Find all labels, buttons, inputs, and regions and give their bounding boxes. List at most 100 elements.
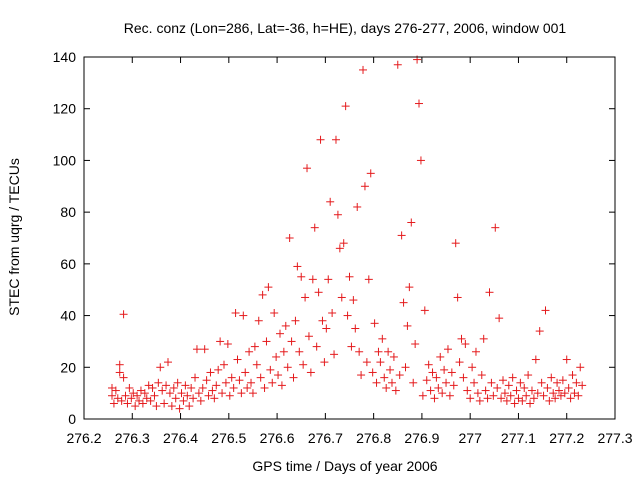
- data-point: [520, 383, 529, 392]
- data-point: [485, 288, 494, 297]
- data-point: [424, 360, 433, 369]
- data-point: [225, 391, 234, 400]
- data-point: [416, 156, 425, 165]
- x-tick-label: 276.6: [260, 430, 295, 446]
- data-point: [395, 371, 404, 380]
- axis-ticks: 276.2 276.3 276.4 276.5 276.6 276.7 276.8 276.9…: [53, 49, 633, 446]
- data-point: [533, 389, 542, 398]
- data-point: [127, 394, 136, 403]
- data-point: [140, 389, 149, 398]
- data-point: [391, 386, 400, 395]
- data-point: [551, 394, 560, 403]
- data-point: [537, 378, 546, 387]
- data-point: [333, 210, 342, 219]
- data-point: [125, 383, 134, 392]
- data-point: [374, 347, 383, 356]
- data-point: [331, 135, 340, 144]
- data-point: [146, 396, 155, 405]
- data-point: [299, 360, 308, 369]
- data-point: [308, 275, 317, 284]
- data-point: [177, 389, 186, 398]
- data-point: [475, 396, 484, 405]
- data-point: [529, 394, 538, 403]
- data-point: [301, 293, 310, 302]
- data-point: [477, 371, 486, 380]
- data-point: [328, 308, 337, 317]
- data-point: [459, 373, 468, 382]
- data-point: [191, 373, 200, 382]
- data-point: [173, 378, 182, 387]
- data-point: [179, 396, 188, 405]
- data-point: [447, 368, 456, 377]
- data-point: [208, 386, 217, 395]
- y-tick-label: 20: [60, 359, 76, 375]
- data-point: [198, 383, 207, 392]
- data-point: [376, 358, 385, 367]
- x-axis-label: GPS time / Days of year 2006: [252, 458, 437, 474]
- data-point: [262, 337, 271, 346]
- data-point: [418, 391, 427, 400]
- data-point: [221, 378, 230, 387]
- data-point: [372, 378, 381, 387]
- data-point: [250, 342, 259, 351]
- data-point: [535, 327, 544, 336]
- x-tick-label: 276.4: [163, 430, 198, 446]
- data-point: [420, 306, 429, 315]
- data-point: [167, 402, 176, 411]
- data-point: [473, 389, 482, 398]
- data-point: [553, 378, 562, 387]
- data-point: [229, 383, 238, 392]
- data-point: [210, 394, 219, 403]
- data-point: [364, 275, 373, 284]
- data-point: [162, 381, 171, 390]
- data-point: [237, 389, 246, 398]
- data-point: [138, 399, 147, 408]
- data-point: [539, 391, 548, 400]
- data-point: [227, 373, 236, 382]
- data-point: [455, 358, 464, 367]
- data-point: [397, 231, 406, 240]
- data-point: [115, 360, 124, 369]
- data-point: [254, 316, 263, 325]
- y-tick-label: 100: [53, 152, 77, 168]
- data-point: [275, 329, 284, 338]
- data-point: [415, 99, 424, 108]
- data-point: [214, 365, 223, 374]
- x-tick-label: 277: [459, 430, 483, 446]
- data-point: [384, 347, 393, 356]
- data-point: [370, 319, 379, 328]
- data-point: [506, 391, 515, 400]
- data-point: [183, 391, 192, 400]
- data-point: [165, 389, 174, 398]
- data-point: [489, 391, 498, 400]
- data-point: [470, 378, 479, 387]
- data-point: [150, 391, 159, 400]
- x-tick-label: 276.3: [115, 430, 150, 446]
- data-point: [289, 373, 298, 382]
- data-point: [115, 368, 124, 377]
- data-point: [368, 368, 377, 377]
- data-point: [432, 373, 441, 382]
- data-point: [463, 386, 472, 395]
- data-point: [185, 402, 194, 411]
- data-point: [531, 355, 540, 364]
- data-point: [578, 381, 587, 390]
- data-point: [422, 376, 431, 385]
- data-point: [274, 371, 283, 380]
- y-tick-label: 80: [60, 204, 76, 220]
- data-point: [277, 381, 286, 390]
- data-point: [449, 381, 458, 390]
- data-point: [200, 345, 209, 354]
- x-tick-label: 277.3: [597, 430, 632, 446]
- data-point: [545, 396, 554, 405]
- data-point: [330, 350, 339, 359]
- data-point: [387, 378, 396, 387]
- y-tick-label: 140: [53, 49, 77, 65]
- data-point: [133, 391, 142, 400]
- data-point: [493, 383, 502, 392]
- data-point: [466, 394, 475, 403]
- data-point: [351, 324, 360, 333]
- plot-frame: [83, 56, 616, 420]
- data-point: [555, 386, 564, 395]
- data-point: [543, 383, 552, 392]
